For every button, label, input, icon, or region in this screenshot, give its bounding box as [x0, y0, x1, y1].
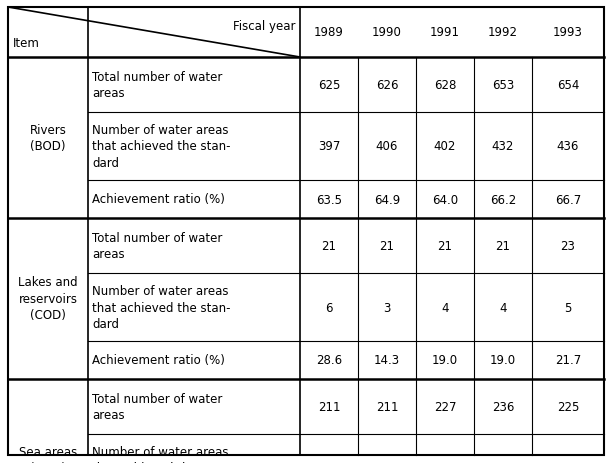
Text: 21: 21 [321, 239, 337, 252]
Text: 225: 225 [557, 400, 579, 413]
Text: 436: 436 [557, 140, 579, 153]
Text: 1993: 1993 [553, 26, 583, 39]
Text: 165: 165 [434, 462, 456, 463]
Text: 19.0: 19.0 [432, 354, 458, 367]
Text: Number of water areas
that achieved the stan-
dard: Number of water areas that achieved the … [92, 124, 231, 169]
Text: 23: 23 [561, 239, 575, 252]
Text: 402: 402 [434, 140, 456, 153]
Text: Number of water areas
that achieved the stan-
dard: Number of water areas that achieved the … [92, 284, 231, 330]
Text: Total number of water
areas: Total number of water areas [92, 392, 222, 421]
Text: Lakes and
reservoirs
(COD): Lakes and reservoirs (COD) [18, 276, 78, 322]
Text: 5: 5 [564, 301, 572, 314]
Text: 64.0: 64.0 [432, 193, 458, 206]
Text: 21: 21 [379, 239, 395, 252]
Text: 1991: 1991 [430, 26, 460, 39]
Text: 626: 626 [376, 79, 398, 92]
Text: Item: Item [13, 37, 40, 50]
Text: 28.6: 28.6 [316, 354, 342, 367]
Text: 4: 4 [441, 301, 449, 314]
Text: 654: 654 [557, 79, 579, 92]
Text: 21: 21 [438, 239, 452, 252]
Text: Achievement ratio (%): Achievement ratio (%) [92, 354, 225, 367]
Text: 432: 432 [492, 140, 514, 153]
Text: 66.7: 66.7 [555, 193, 581, 206]
Text: 63.5: 63.5 [316, 193, 342, 206]
Text: 64.9: 64.9 [374, 193, 400, 206]
Text: Number of water areas
that achieved the stan-
dard: Number of water areas that achieved the … [92, 445, 231, 463]
Text: 628: 628 [434, 79, 456, 92]
Text: 4: 4 [499, 301, 507, 314]
Text: Total number of water
areas: Total number of water areas [92, 231, 222, 261]
Text: 653: 653 [492, 79, 514, 92]
Text: 163: 163 [557, 462, 579, 463]
Text: Fiscal year: Fiscal year [233, 20, 295, 33]
Text: Total number of water
areas: Total number of water areas [92, 70, 222, 100]
Text: 21.7: 21.7 [555, 354, 581, 367]
Text: 66.2: 66.2 [490, 193, 516, 206]
Text: 1990: 1990 [372, 26, 402, 39]
Text: 236: 236 [492, 400, 514, 413]
Text: 187: 187 [492, 462, 514, 463]
Text: 14.3: 14.3 [374, 354, 400, 367]
Text: 406: 406 [376, 140, 398, 153]
Text: 211: 211 [376, 400, 398, 413]
Text: 21: 21 [496, 239, 510, 252]
Text: 6: 6 [325, 301, 333, 314]
Text: 164: 164 [318, 462, 340, 463]
Text: 1992: 1992 [488, 26, 518, 39]
Text: Achievement ratio (%): Achievement ratio (%) [92, 193, 225, 206]
Text: 19.0: 19.0 [490, 354, 516, 367]
Text: 211: 211 [318, 400, 340, 413]
Text: Rivers
(BOD): Rivers (BOD) [29, 124, 67, 153]
Text: 625: 625 [318, 79, 340, 92]
Text: 227: 227 [434, 400, 457, 413]
Text: 3: 3 [383, 301, 390, 314]
Text: 1989: 1989 [314, 26, 344, 39]
Text: Sea areas
(COD): Sea areas (COD) [19, 445, 77, 463]
Text: 155: 155 [376, 462, 398, 463]
Text: 397: 397 [318, 140, 340, 153]
